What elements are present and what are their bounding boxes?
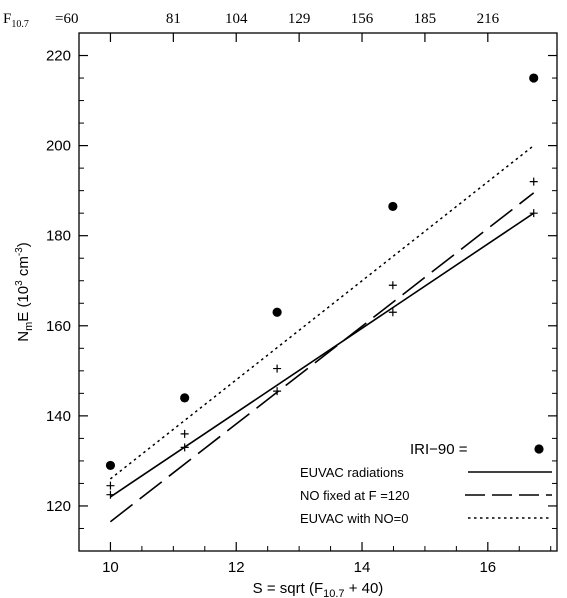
ticks-layer: 10 12 14 16 120 140 160 180 200 220 =60 81 104 129 156… [46,11,557,576]
legend-label-euvac: EUVAC radiations [300,465,404,480]
top-tick-label: 129 [288,11,311,27]
x-axis-title: S = sqrt (F10.7 + 40) [253,580,384,598]
series-line-3 [109,145,535,480]
y-tick-label: 180 [46,228,71,245]
data-point-iri90 [105,460,116,471]
y-axis-title: NmE (103 cm-3) [14,242,35,342]
plus-marker-1 [106,490,115,499]
y-tick-label: 120 [46,498,71,515]
y-tick-label: 160 [46,318,71,335]
legend-label-no-fixed: NO fixed at F =120 [300,488,409,503]
plus-marker-1 [273,387,282,396]
x-tick-label: 16 [479,559,496,576]
legend-marker-iri90 [534,444,544,454]
plus-marker-1 [388,308,397,317]
y-tick-label: 200 [46,138,71,155]
legend: IRI−90 = EUVAC radiations NO fixed at F … [300,441,552,526]
lines-layer [109,145,535,523]
top-tick-label: 81 [166,11,181,27]
plus-marker-1 [529,209,538,218]
x-tick-label: 12 [228,559,245,576]
top-tick-label: 156 [351,11,374,27]
y-tick-label: 220 [46,48,71,65]
plot-frame [78,32,558,552]
markers-layer [105,73,539,499]
x-tick-label: 14 [354,559,371,576]
plus-marker-2 [388,281,397,290]
data-point-iri90 [180,393,190,403]
data-point-iri90 [388,201,398,212]
plus-marker-1 [180,443,189,452]
top-tick-label: =60 [55,11,78,27]
plus-marker-2 [273,364,282,373]
top-tick-label: 216 [477,11,500,27]
top-tick-label: 185 [414,11,437,27]
plus-marker-2 [180,429,189,438]
top-axis-prefix: F10.7 [3,11,29,30]
plus-marker-2 [106,481,115,490]
plus-marker-2 [529,177,538,186]
data-point-iri90 [529,73,539,83]
data-point-iri90 [272,307,282,317]
series-line-2 [109,192,535,523]
legend-label-iri90: IRI−90 = [410,441,468,458]
legend-label-no-zero: EUVAC with NO=0 [300,511,409,526]
y-tick-label: 140 [46,408,71,425]
x-tick-label: 10 [102,559,119,576]
top-tick-label: 104 [225,11,248,27]
series-line-1 [109,212,535,498]
